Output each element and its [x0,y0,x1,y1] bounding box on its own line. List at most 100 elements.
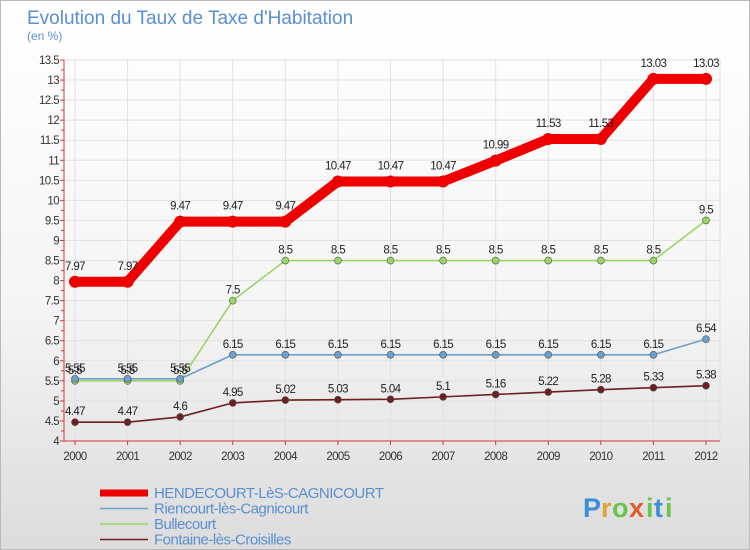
legend-label: HENDECOURT-LèS-CAGNICOURT [154,485,384,502]
data-label: 9.47 [170,201,190,213]
y-tick-label: 8.5 [45,256,59,268]
data-point [491,390,500,399]
data-label: 5.55 [65,363,85,375]
legend-label: Riencourt-lès-Cagnicourt [154,501,309,518]
data-label: 8.5 [278,245,292,257]
proxiti-logo: P r o x i t i [583,493,673,523]
data-label: 9.47 [275,201,295,213]
data-point [649,350,658,359]
data-point [228,399,237,407]
y-tick-label: 13.5 [39,55,59,67]
data-label: 8.5 [541,245,555,257]
data-point [439,393,447,401]
legend: HENDECOURT-LèS-CAGNICOURTRiencourt-lès-C… [100,485,384,549]
data-point [700,72,712,85]
y-tick-label: 8 [53,276,59,288]
data-point [69,275,81,288]
data-label: 6.15 [381,339,401,351]
x-tick-label: 2004 [274,451,298,463]
data-point [491,350,500,359]
svg-text:i: i [665,493,673,523]
y-tick-label: 5 [53,396,59,408]
y-tick-label: 11 [48,155,59,167]
x-tick-label: 2007 [431,451,454,463]
data-point [544,388,553,396]
data-label: 8.5 [383,245,397,257]
y-tick-label: 6.5 [45,336,59,348]
data-label: 5.55 [118,363,138,375]
data-label: 6.54 [696,323,717,335]
svg-text:i: i [646,493,654,523]
data-label: 8.5 [594,245,608,257]
data-label: 5.5 [68,365,82,377]
y-tick-label: 4.5 [45,416,59,428]
data-label: 6.15 [275,339,295,351]
data-point [649,256,658,265]
grid [63,59,721,442]
series-2: 5.55 5.55 5.55 6.15 6.15 6.15 6.15 6.15 6.15 6.15… [65,323,718,383]
y-tick-label: 4 [53,436,60,448]
data-point [121,275,134,288]
data-label: 10.47 [378,161,404,173]
x-tick-label: 2000 [63,451,86,463]
data-point [491,256,500,265]
data-point [226,215,239,228]
data-point [386,395,395,404]
svg-text:o: o [612,493,629,523]
y-tick-label: 7.5 [45,296,59,308]
y-tick-label: 7 [53,316,59,328]
data-point [123,375,132,383]
data-point [281,256,290,265]
data-label: 10.99 [483,140,509,152]
x-tick-label: 2002 [169,451,192,463]
data-point [334,395,342,404]
y-tick-label: 5.5 [45,376,59,388]
data-point [544,256,553,265]
y-tick-label: 10.5 [39,175,59,187]
x-tick-label: 2012 [694,451,717,463]
data-point [702,335,710,343]
data-point [174,215,187,228]
series-0: 4.47 4.47 4.6 4.95 5.02 5.03 5.04 5.1 5.16 5.22 5.… [65,370,717,426]
x-tick-label: 2006 [379,451,402,463]
data-label: 9.47 [223,201,243,213]
data-point [649,383,658,392]
data-point [71,375,79,383]
data-point [702,381,710,390]
data-point [334,350,342,359]
data-point [439,350,447,359]
x-tick-label: 2009 [537,451,560,463]
data-label: 4.95 [223,387,243,399]
y-tick-label: 13 [47,75,59,87]
data-point [71,418,79,426]
data-point [386,350,395,359]
y-tick-label: 11.5 [40,135,59,147]
data-point [279,215,292,228]
data-label: 6.15 [591,339,611,351]
data-label: 13.03 [693,58,719,70]
data-label: 6.15 [643,339,663,351]
data-point [597,350,605,359]
data-label: 8.5 [331,245,345,257]
x-tick-label: 2003 [221,451,244,463]
data-point [544,350,553,359]
svg-text:t: t [654,493,663,523]
data-label: 5.33 [643,372,663,384]
svg-text:P: P [583,493,601,523]
data-label: 6.15 [223,339,243,351]
data-label: 6.15 [538,339,558,351]
x-tick-label: 2005 [326,451,349,463]
data-label: 11.53 [588,118,613,130]
svg-text:r: r [601,493,612,523]
data-point [281,396,290,404]
data-label: 5.5 [120,365,134,377]
data-label: 6.15 [486,339,506,351]
data-point [437,175,450,188]
data-label: 9.5 [699,204,713,216]
data-label: 6.15 [328,339,348,351]
series-layer: 4.47 4.47 4.64.95 5.02 5.03 5.04 5.1 5.16 5.22 5.… [65,58,720,426]
data-point [597,256,605,265]
data-label: 7.97 [118,261,138,273]
y-tick-label: 12.5 [39,95,59,107]
